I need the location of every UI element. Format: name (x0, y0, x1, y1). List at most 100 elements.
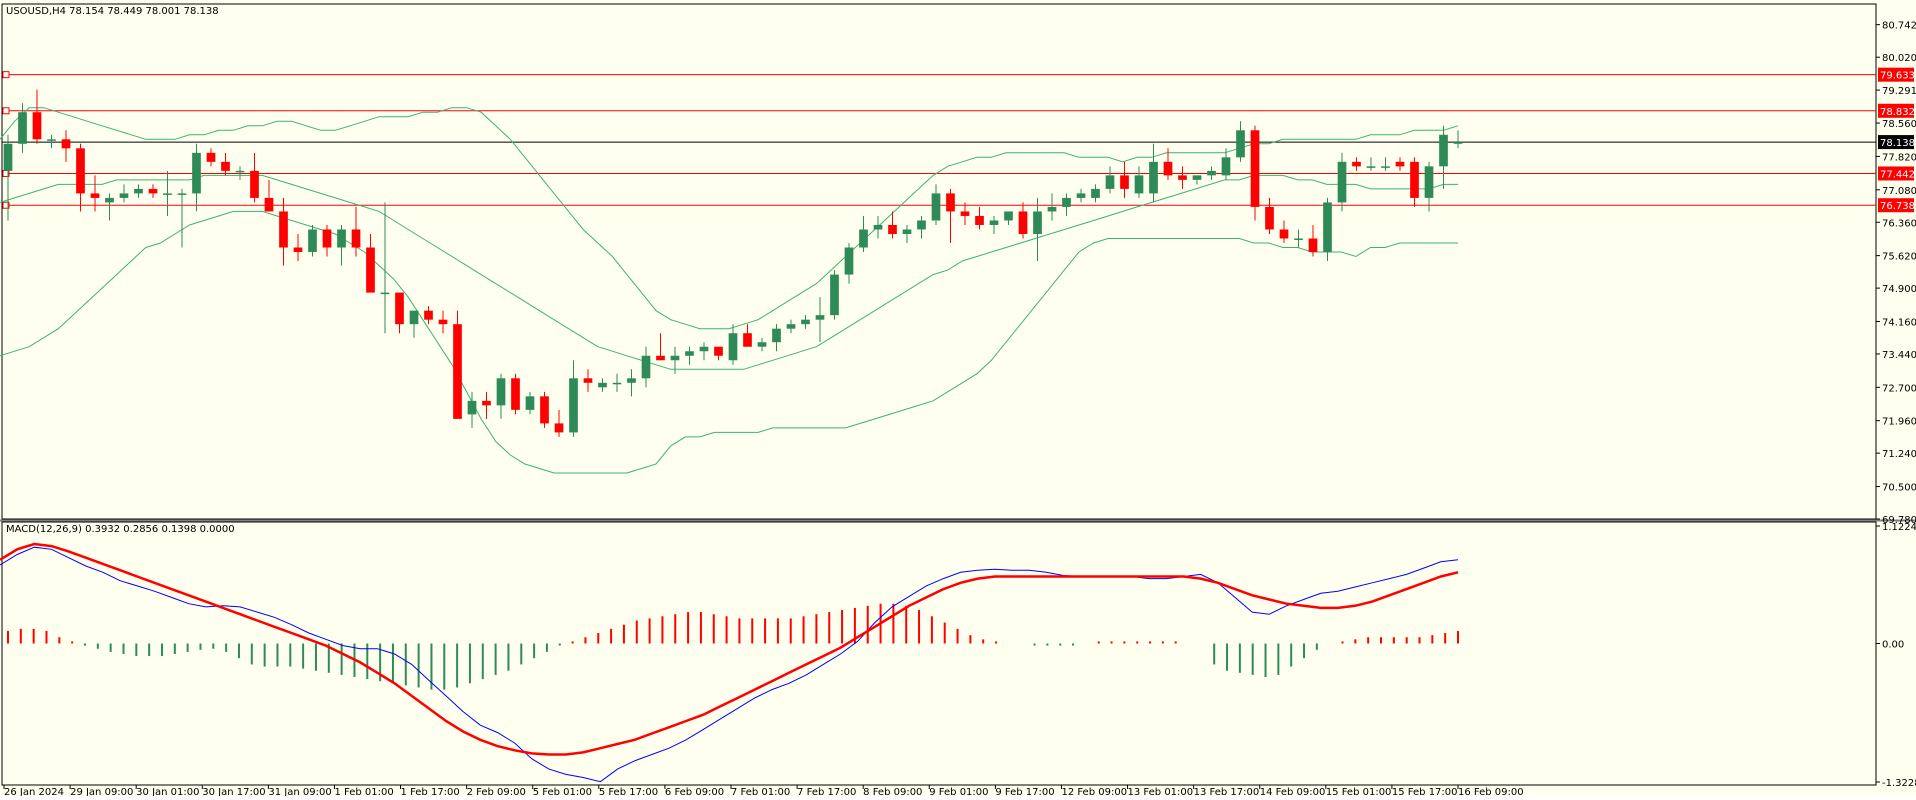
candle (1033, 197, 1042, 262)
macd-signal-line (0, 542, 1459, 756)
main-frame (1, 3, 1877, 520)
candle (830, 270, 839, 320)
macd-tick-label: -1.3228 (1882, 778, 1916, 789)
candle (569, 360, 578, 437)
candle (1279, 220, 1289, 244)
candle (699, 342, 709, 361)
candle (1018, 202, 1028, 239)
candle (409, 310, 419, 338)
candle-body (1381, 166, 1390, 168)
candle (177, 188, 187, 248)
macd-frame (1, 521, 1877, 786)
time-tick-label: 5 Feb 01:00 (533, 787, 592, 796)
candle-body (293, 247, 303, 253)
candle (1163, 148, 1173, 180)
time-tick-label: 15 Feb 01:00 (1326, 787, 1392, 796)
candle (554, 409, 564, 437)
price-tick-label: 71.960 (1882, 417, 1916, 428)
price-tick-label: 74.900 (1882, 284, 1916, 295)
candle-body (1033, 211, 1042, 234)
candle (1395, 157, 1405, 171)
candle (888, 211, 897, 239)
candle-body (1047, 206, 1057, 212)
bollinger-upper-line (0, 107, 1459, 330)
candle (1105, 166, 1115, 194)
candle (1424, 161, 1434, 212)
candle-body (1366, 166, 1376, 168)
candle (482, 391, 491, 419)
candle (714, 346, 723, 361)
candle (1366, 157, 1376, 171)
candle (366, 233, 375, 293)
candle (1439, 125, 1448, 189)
chart-title: USOUSD,H4 78.154 78.449 78.001 78.138 (6, 6, 219, 17)
candle (1410, 157, 1419, 207)
candle (786, 319, 796, 334)
time-tick-label: 1 Feb 01:00 (334, 787, 393, 796)
candle (946, 188, 955, 244)
candle-body (1308, 238, 1318, 253)
time-tick-label: 1 Feb 17:00 (401, 787, 460, 796)
candle (902, 224, 912, 244)
candle (1453, 130, 1463, 149)
candle-body (264, 197, 274, 212)
current-price-label: 78.138 (1880, 138, 1915, 149)
candle-body (351, 229, 361, 248)
time-tick-label: 13 Feb 17:00 (1194, 787, 1260, 796)
candle-body (743, 333, 752, 347)
price-tick-label: 80.020 (1882, 53, 1916, 64)
price-level-tag (1878, 166, 1914, 181)
candle (308, 224, 317, 257)
price-tick-label: 77.080 (1882, 186, 1916, 197)
candle-body (1178, 175, 1187, 180)
candle (772, 324, 781, 352)
time-tick-label: 8 Feb 09:00 (863, 787, 922, 796)
candle (47, 134, 56, 149)
candle (1250, 125, 1260, 221)
candle-body (1163, 161, 1173, 176)
candle (61, 130, 71, 162)
candle (90, 175, 100, 212)
candle (656, 333, 665, 361)
price-tick-label: 70.500 (1882, 483, 1916, 494)
candle-body (989, 220, 999, 225)
candle-body (1062, 197, 1071, 207)
bollinger-bands (0, 107, 1459, 474)
candle (1265, 197, 1274, 234)
price-level-label: 79.633 (1880, 71, 1915, 82)
candle-body (873, 224, 883, 230)
candle (192, 143, 201, 212)
candle-body (1207, 170, 1216, 176)
bollinger-middle-line (0, 174, 1458, 370)
candle-body (192, 152, 201, 194)
price-level-label: 76.738 (1880, 201, 1915, 212)
candle (119, 184, 129, 203)
price-level-tag (1878, 103, 1914, 118)
candle-body (627, 378, 636, 383)
candle (1120, 161, 1129, 198)
macd-tick-label: 0.00 (1882, 640, 1904, 651)
candle-body (757, 342, 767, 347)
candle (1308, 224, 1318, 257)
candle (931, 184, 941, 225)
time-tick-label: 31 Jan 09:00 (268, 787, 331, 796)
price-tick-label: 72.700 (1882, 383, 1916, 394)
price-level-tag (1878, 67, 1914, 82)
candle-body (279, 211, 288, 248)
price-tick-label: 73.440 (1882, 350, 1916, 361)
candle-body (163, 193, 172, 195)
candle-body (1323, 202, 1332, 253)
candle (3, 134, 13, 221)
candle-body (786, 324, 796, 329)
candle (221, 152, 230, 176)
candle-body (960, 211, 970, 216)
time-tick-label: 9 Feb 01:00 (929, 787, 988, 796)
time-tick-label: 7 Feb 17:00 (797, 787, 856, 796)
candle (438, 310, 448, 334)
candle-body (931, 193, 941, 221)
current-price-tag (1878, 135, 1914, 150)
time-tick-label: 6 Feb 09:00 (665, 787, 724, 796)
candle-body (366, 247, 375, 293)
candle-body (482, 400, 491, 406)
